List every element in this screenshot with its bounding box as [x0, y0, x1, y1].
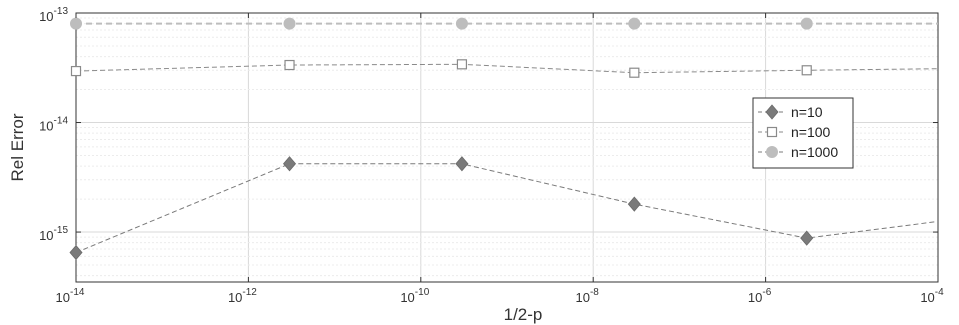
x-tick-label: 10-4 — [920, 287, 944, 305]
series-n-10 — [69, 156, 939, 261]
data-point — [801, 65, 812, 76]
x-tick-label: 10-8 — [576, 287, 600, 305]
legend-marker — [765, 104, 779, 120]
data-point — [70, 17, 82, 30]
y-axis-ticks: 10-15 10-14 10-13 — [39, 6, 938, 243]
legend-item: n=100 — [758, 124, 831, 140]
data-point — [629, 67, 640, 78]
x-tick-label: 10-14 — [56, 287, 85, 305]
data-point — [800, 230, 814, 246]
y-tick-label: 10-15 — [39, 225, 68, 243]
x-axis-label: 1/2-p — [504, 305, 543, 324]
x-tick-label: 10-6 — [748, 287, 772, 305]
x-tick-label: 10-12 — [228, 287, 257, 305]
x-tick-label: 10-10 — [400, 287, 429, 305]
series-line — [75, 163, 939, 254]
data-point — [456, 59, 468, 70]
legend-item: n=1000 — [758, 144, 838, 160]
data-point — [455, 17, 468, 30]
data-point — [455, 156, 469, 172]
legend-item: n=10 — [758, 104, 823, 120]
data-point — [283, 17, 296, 30]
legend-marker — [766, 126, 778, 138]
series-group — [69, 17, 939, 261]
series-line — [75, 63, 939, 74]
data-point — [284, 59, 295, 71]
data-point — [69, 244, 83, 261]
legend-label: n=1000 — [791, 144, 838, 160]
data-point — [628, 17, 641, 30]
series-n-1000 — [70, 17, 938, 30]
data-point — [800, 17, 813, 30]
plot-frame — [75, 12, 939, 283]
legend: n=10 n=100 n=1000 — [752, 97, 854, 169]
data-point — [627, 196, 641, 212]
y-axis-label: Rel Error — [8, 113, 27, 181]
series-n-100 — [70, 59, 939, 78]
data-point — [283, 156, 297, 172]
data-point — [70, 65, 82, 77]
legend-label: n=10 — [791, 104, 823, 120]
legend-marker — [766, 146, 778, 158]
y-tick-label: 10-13 — [39, 6, 68, 24]
x-axis-ticks: 10-14 10-12 10-10 10-8 10-6 10-4 — [56, 13, 944, 305]
legend-label: n=100 — [791, 124, 831, 140]
y-tick-label: 10-14 — [39, 116, 68, 134]
